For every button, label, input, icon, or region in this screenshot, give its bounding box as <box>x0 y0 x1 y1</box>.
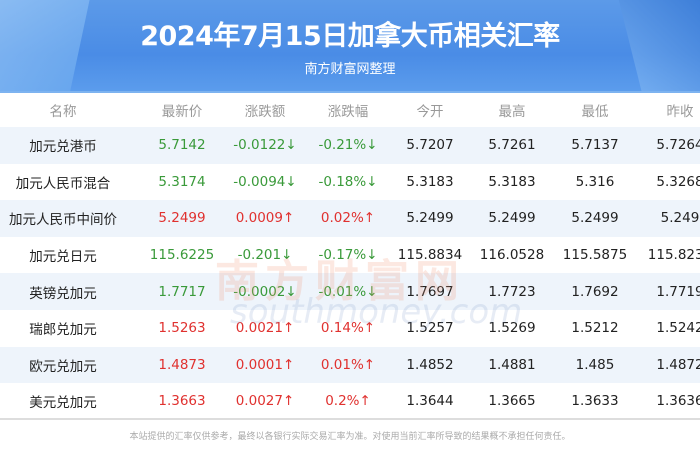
column-header-prev-close: 昨收 <box>666 104 694 120</box>
cell-change-percent: 0.02%↑ <box>320 210 376 227</box>
cell-latest-price: 1.7717 <box>158 283 206 300</box>
table-row: 欧元兑加元 1.4873 0.0001↑ 0.01%↑ 1.4852 1.4881 1.48… <box>0 346 700 384</box>
cell-change-percent: 0.01%↑ <box>320 356 376 373</box>
cell-low: 1.7692 <box>571 283 619 300</box>
table-row: 加元人民币中间价 5.2499 0.0009↑ 0.02%↑ 5.2499 5.2499 5… <box>0 200 700 237</box>
cell-low: 5.2499 <box>571 210 619 227</box>
cell-low: 5.316 <box>575 173 615 190</box>
footer-divider <box>0 418 700 420</box>
column-header-low: 最低 <box>581 104 609 120</box>
cell-change-amount: 0.0027↑ <box>235 393 295 410</box>
cell-latest-price: 1.5263 <box>158 320 206 337</box>
cell-open: 115.8834 <box>397 247 463 264</box>
table-row: 美元兑加元 1.3663 0.0027↑ 0.2%↑ 1.3644 1.3665 1.363… <box>0 383 700 420</box>
column-header-high: 最高 <box>498 104 526 120</box>
cell-name: 加元人民币混合 <box>15 175 111 192</box>
column-header-change-amount: 涨跌额 <box>244 104 286 120</box>
cell-change-amount: -0.0002↓ <box>233 283 297 300</box>
disclaimer: 本站提供的汇率仅供参考，最终以各银行实际交易汇率为准。对使用当前汇率所导致的结果… <box>129 432 571 442</box>
cell-prev-close: 1.7719 <box>656 283 700 300</box>
cell-change-percent: -0.18%↓ <box>318 173 378 190</box>
cell-open: 1.5257 <box>406 320 454 337</box>
cell-open: 1.7697 <box>406 283 454 300</box>
cell-low: 5.7137 <box>571 137 619 154</box>
cell-latest-price: 5.7142 <box>158 137 206 154</box>
cell-name: 欧元兑加元 <box>29 358 97 375</box>
cell-high: 1.7723 <box>488 283 536 300</box>
cell-change-amount: -0.0094↓ <box>233 173 297 190</box>
cell-latest-price: 5.2499 <box>158 210 206 227</box>
cell-high: 1.3665 <box>488 393 536 410</box>
cell-open: 1.4852 <box>406 356 454 373</box>
cell-low: 1.5212 <box>571 320 619 337</box>
cell-high: 5.3183 <box>488 173 536 190</box>
cell-low: 115.5875 <box>562 247 628 264</box>
banner-divider <box>0 91 700 93</box>
page-subtitle: 南方财富网整理 <box>304 62 396 77</box>
column-header-latest-price: 最新价 <box>161 104 203 120</box>
title-banner: 2024年7月15日加拿大币相关汇率 南方财富网整理 <box>0 0 700 91</box>
cell-name: 英镑兑加元 <box>29 285 97 302</box>
cell-low: 1.3633 <box>571 393 619 410</box>
column-header-name: 名称 <box>49 104 77 120</box>
column-header-change-percent: 涨跌幅 <box>327 104 369 120</box>
cell-prev-close: 5.249 <box>660 210 700 227</box>
cell-open: 5.2499 <box>406 210 454 227</box>
cell-change-percent: -0.01%↓ <box>318 283 378 300</box>
table-header: 名称 最新价 涨跌额 涨跌幅 今开 最高 最低 昨收 <box>0 93 700 127</box>
cell-prev-close: 5.7264 <box>656 137 700 154</box>
cell-low: 1.485 <box>575 356 615 373</box>
cell-name: 瑞郎兑加元 <box>29 322 97 339</box>
cell-latest-price: 5.3174 <box>158 173 206 190</box>
cell-prev-close: 115.8235 <box>647 247 700 264</box>
table-row: 加元人民币混合 5.3174 -0.0094↓ -0.18%↓ 5.3183 5.3183… <box>0 164 700 201</box>
cell-prev-close: 1.4872 <box>656 356 700 373</box>
cell-latest-price: 1.3663 <box>158 393 206 410</box>
cell-change-amount: 0.0009↑ <box>235 210 295 227</box>
table-row: 瑞郎兑加元 1.5263 0.0021↑ 0.14%↑ 1.5257 1.5269 1.52… <box>0 310 700 347</box>
cell-name: 加元兑日元 <box>29 249 97 266</box>
cell-change-amount: -0.201↓ <box>237 247 293 264</box>
cell-prev-close: 5.3268 <box>656 173 700 190</box>
cell-change-amount: 0.0001↑ <box>235 356 295 373</box>
cell-change-amount: -0.0122↓ <box>233 137 297 154</box>
cell-high: 5.7261 <box>488 137 536 154</box>
cell-prev-close: 1.3636 <box>656 393 700 410</box>
cell-open: 5.3183 <box>406 173 454 190</box>
cell-change-percent: -0.17%↓ <box>318 247 378 264</box>
cell-high: 116.0528 <box>479 247 545 264</box>
cell-name: 加元兑港币 <box>29 139 97 156</box>
cell-open: 5.7207 <box>406 137 454 154</box>
cell-prev-close: 1.5242 <box>656 320 700 337</box>
cell-name: 加元人民币中间价 <box>9 212 117 229</box>
cell-name: 美元兑加元 <box>29 395 97 412</box>
cell-change-percent: 0.14%↑ <box>320 320 376 337</box>
cell-high: 1.4881 <box>488 356 536 373</box>
cell-open: 1.3644 <box>406 393 454 410</box>
cell-high: 5.2499 <box>488 210 536 227</box>
cell-change-amount: 0.0021↑ <box>235 320 295 337</box>
cell-change-percent: 0.2%↑ <box>325 393 371 410</box>
table-row: 加元兑港币 5.7142 -0.0122↓ -0.21%↓ 5.7207 5.7261 5.… <box>0 127 700 164</box>
table-row: 英镑兑加元 1.7717 -0.0002↓ -0.01%↓ 1.7697 1.7723 1.… <box>0 273 700 310</box>
cell-high: 1.5269 <box>488 320 536 337</box>
cell-latest-price: 1.4873 <box>158 356 206 373</box>
table-row: 加元兑日元 115.6225 -0.201↓ -0.17%↓ 115.8834 116.0… <box>0 237 700 274</box>
page-title: 2024年7月15日加拿大币相关汇率 <box>140 21 560 52</box>
cell-latest-price: 115.6225 <box>149 247 215 264</box>
column-header-open: 今开 <box>416 104 444 120</box>
cell-change-percent: -0.21%↓ <box>318 137 378 154</box>
